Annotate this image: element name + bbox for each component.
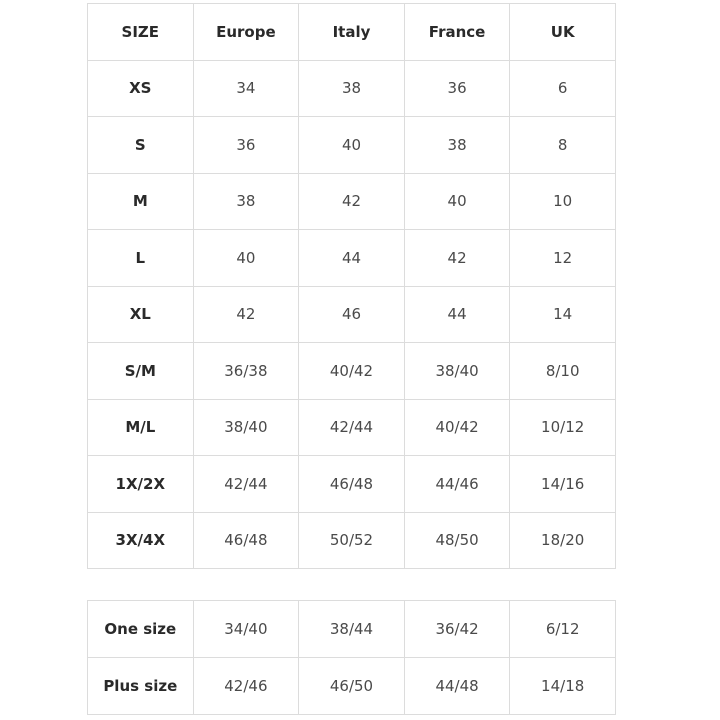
column-header: SIZE bbox=[87, 3, 194, 61]
size-value-cell: 40/42 bbox=[403, 398, 511, 456]
table-row: XS 34 38 36 6 bbox=[87, 59, 616, 117]
header-row: SIZE Europe Italy France UK bbox=[87, 3, 616, 61]
size-value-cell: 46/48 bbox=[298, 455, 405, 513]
size-value-cell: 36 bbox=[192, 116, 300, 174]
table-row: M/L 38/40 42/44 40/42 10/12 bbox=[87, 398, 616, 456]
size-label-cell: M/L bbox=[87, 398, 194, 456]
size-value-cell: 8 bbox=[509, 116, 616, 174]
size-value-cell: 6 bbox=[509, 59, 616, 117]
size-value-cell: 38/44 bbox=[298, 600, 405, 658]
table-row: M 38 42 40 10 bbox=[87, 172, 616, 230]
size-value-cell: 38/40 bbox=[192, 398, 300, 456]
table-row: L 40 44 42 12 bbox=[87, 229, 616, 287]
size-value-cell: 14 bbox=[509, 285, 616, 343]
size-value-cell: 42 bbox=[403, 229, 511, 287]
size-value-cell: 38 bbox=[192, 172, 300, 230]
column-header: France bbox=[403, 3, 511, 61]
size-value-cell: 34/40 bbox=[192, 600, 300, 658]
table-row: Plus size 42/46 46/50 44/48 14/18 bbox=[87, 657, 616, 715]
column-header: UK bbox=[509, 3, 616, 61]
size-label-cell: XL bbox=[87, 285, 194, 343]
size-value-cell: 8/10 bbox=[509, 342, 616, 400]
size-value-cell: 36 bbox=[403, 59, 511, 117]
size-label-cell: Plus size bbox=[87, 657, 194, 715]
size-value-cell: 36/42 bbox=[403, 600, 511, 658]
size-value-cell: 34 bbox=[192, 59, 300, 117]
size-value-cell: 36/38 bbox=[192, 342, 300, 400]
size-value-cell: 14/18 bbox=[509, 657, 616, 715]
size-label-cell: One size bbox=[87, 600, 194, 658]
size-value-cell: 50/52 bbox=[298, 511, 405, 569]
size-value-cell: 14/16 bbox=[509, 455, 616, 513]
table-row: S/M 36/38 40/42 38/40 8/10 bbox=[87, 342, 616, 400]
size-conversion-table: SIZE Europe Italy France UK XS 34 38 36 6 S 36 40 38… bbox=[87, 3, 616, 569]
size-value-cell: 46/50 bbox=[298, 657, 405, 715]
column-header: Europe bbox=[192, 3, 300, 61]
table-row: 3X/4X 46/48 50/52 48/50 18/20 bbox=[87, 511, 616, 569]
size-label-cell: S/M bbox=[87, 342, 194, 400]
size-value-cell: 40 bbox=[298, 116, 405, 174]
size-value-cell: 44 bbox=[403, 285, 511, 343]
size-label-cell: L bbox=[87, 229, 194, 287]
size-label-cell: 1X/2X bbox=[87, 455, 194, 513]
size-value-cell: 40/42 bbox=[298, 342, 405, 400]
size-value-cell: 42/44 bbox=[192, 455, 300, 513]
size-value-cell: 10 bbox=[509, 172, 616, 230]
one-size-plus-size-table: One size 34/40 38/44 36/42 6/12 Plus size 42/4… bbox=[87, 600, 616, 715]
size-label-cell: S bbox=[87, 116, 194, 174]
size-value-cell: 48/50 bbox=[403, 511, 511, 569]
table-row: One size 34/40 38/44 36/42 6/12 bbox=[87, 600, 616, 658]
size-value-cell: 46 bbox=[298, 285, 405, 343]
size-value-cell: 44/48 bbox=[403, 657, 511, 715]
table-row: 1X/2X 42/44 46/48 44/46 14/16 bbox=[87, 455, 616, 513]
size-value-cell: 12 bbox=[509, 229, 616, 287]
size-value-cell: 40 bbox=[192, 229, 300, 287]
size-value-cell: 40 bbox=[403, 172, 511, 230]
size-value-cell: 10/12 bbox=[509, 398, 616, 456]
size-value-cell: 42/46 bbox=[192, 657, 300, 715]
size-value-cell: 46/48 bbox=[192, 511, 300, 569]
size-value-cell: 44/46 bbox=[403, 455, 511, 513]
size-value-cell: 38 bbox=[298, 59, 405, 117]
size-value-cell: 18/20 bbox=[509, 511, 616, 569]
table-row: S 36 40 38 8 bbox=[87, 116, 616, 174]
size-label-cell: M bbox=[87, 172, 194, 230]
size-value-cell: 42 bbox=[192, 285, 300, 343]
size-label-cell: 3X/4X bbox=[87, 511, 194, 569]
size-value-cell: 42/44 bbox=[298, 398, 405, 456]
size-value-cell: 6/12 bbox=[509, 600, 616, 658]
size-value-cell: 38/40 bbox=[403, 342, 511, 400]
size-value-cell: 44 bbox=[298, 229, 405, 287]
size-value-cell: 42 bbox=[298, 172, 405, 230]
column-header: Italy bbox=[298, 3, 405, 61]
table-row: XL 42 46 44 14 bbox=[87, 285, 616, 343]
size-label-cell: XS bbox=[87, 59, 194, 117]
size-value-cell: 38 bbox=[403, 116, 511, 174]
